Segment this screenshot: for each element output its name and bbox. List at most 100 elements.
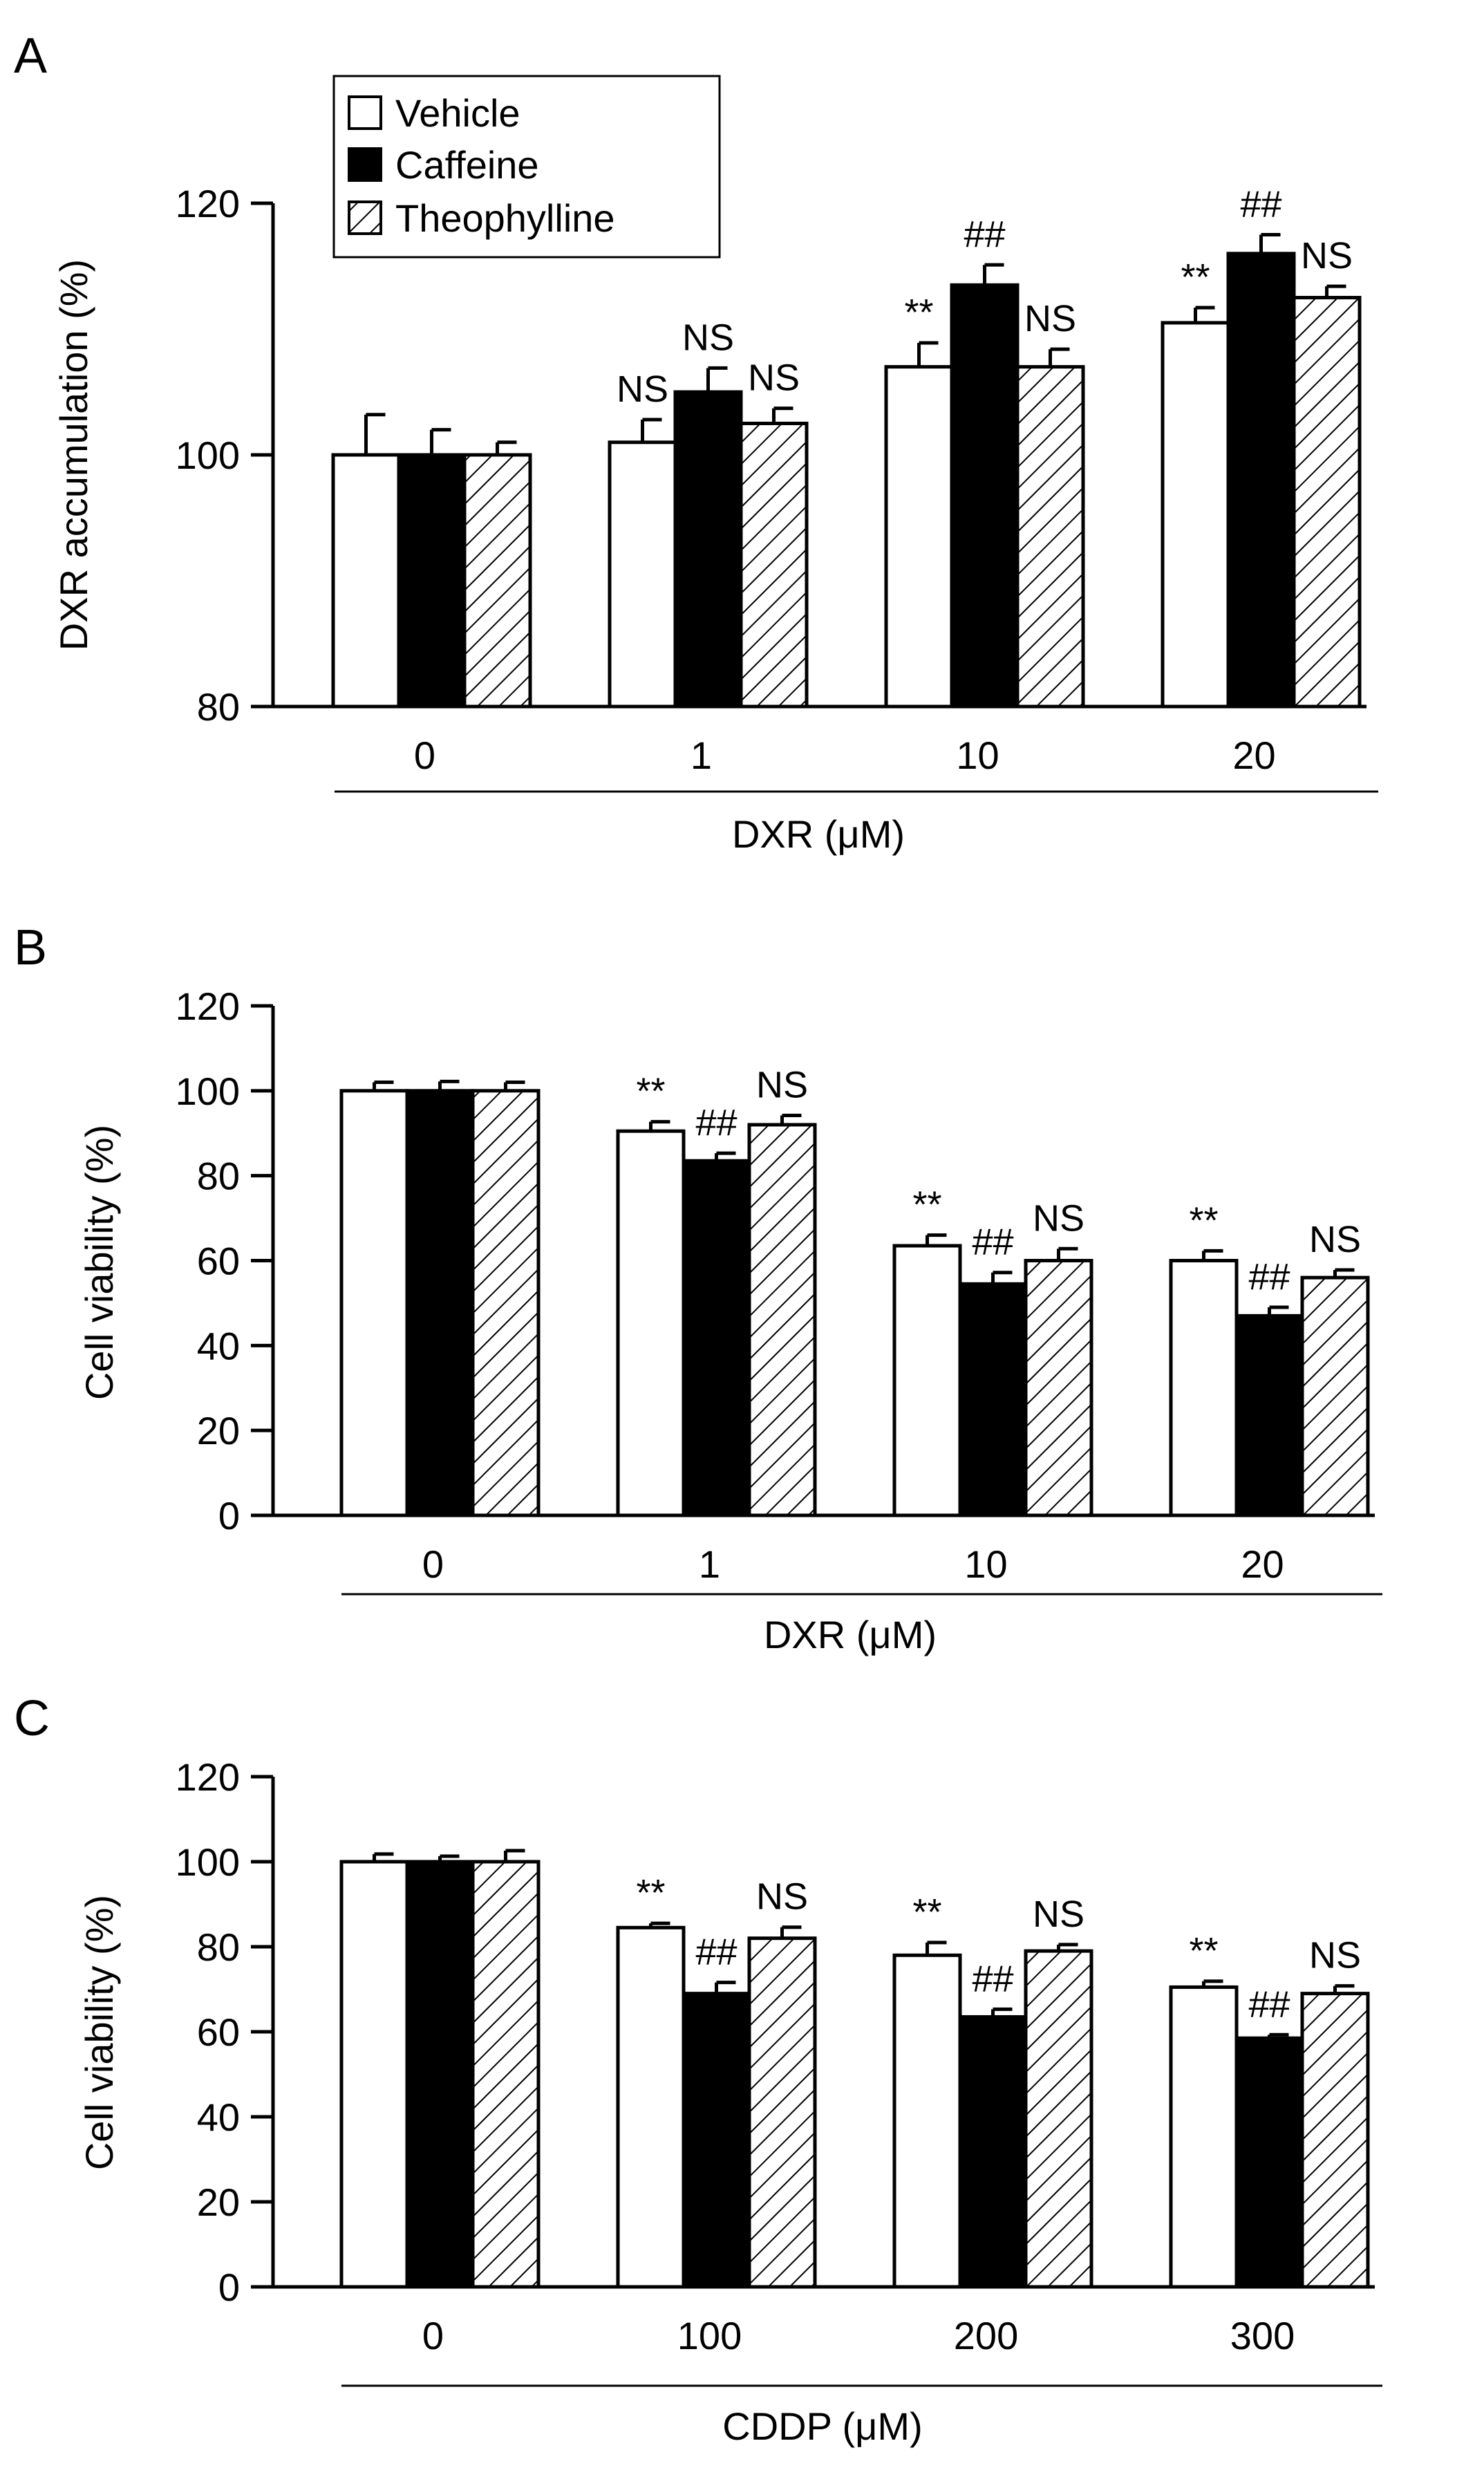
- y-tick-label: 20: [197, 1409, 240, 1452]
- significance-label: ##: [1240, 184, 1281, 225]
- bar-theophylline: [747, 1123, 817, 1517]
- y-tick-label: 40: [197, 2095, 240, 2139]
- x-tick-label: 0: [422, 2314, 444, 2357]
- significance-label: NS: [1033, 1197, 1084, 1239]
- bar-caffeine: [958, 1282, 1028, 1517]
- y-tick-label: 0: [218, 1494, 240, 1537]
- x-tick-label: 20: [1232, 733, 1275, 777]
- bar-vehicle: [884, 365, 954, 709]
- x-axis-title: DXR (μM): [732, 812, 905, 856]
- legend-label-vehicle: Vehicle: [395, 91, 520, 135]
- legend-label-theophylline: Theophylline: [395, 196, 615, 240]
- bar-theophylline: [471, 1089, 541, 1517]
- x-tick-labels: 0 1 10 20: [335, 733, 1378, 793]
- bar-theophylline: [1300, 1992, 1370, 2289]
- bar-vehicle: [1169, 1985, 1239, 2289]
- significance-label: ##: [1248, 1983, 1290, 2025]
- significance-label: **: [904, 292, 933, 333]
- y-tick-label: 20: [197, 2180, 240, 2224]
- legend: Vehicle Caffeine Theophylline: [332, 75, 721, 259]
- significance-label: NS: [617, 368, 668, 410]
- x-tick-labels: 0 1 10 20: [341, 1542, 1382, 1596]
- bars: ** ## NS ** ## NS ** ## NS: [339, 1064, 1370, 1517]
- y-tick-label: 80: [197, 1925, 240, 1969]
- bars: ** ## NS ** ## NS ** ## NS: [339, 1849, 1370, 2289]
- bar-theophylline: [1292, 296, 1362, 709]
- x-tick-labels: 0 100 200 300: [341, 2314, 1382, 2387]
- y-tick-label: 80: [197, 685, 240, 729]
- y-tick-label: 100: [176, 1069, 240, 1113]
- significance-label: ##: [964, 214, 1005, 255]
- x-tick-label: 1: [699, 1542, 720, 1586]
- bar-caffeine: [405, 1089, 475, 1517]
- panel-a: A DXR accumulation (%) DXR (μM) 80100120…: [14, 28, 1378, 856]
- bar-caffeine: [958, 2014, 1028, 2289]
- bar-theophylline: [739, 422, 809, 709]
- y-tick-label: 120: [176, 984, 240, 1028]
- bar-vehicle: [339, 1860, 409, 2289]
- significance-label: ##: [972, 1222, 1013, 1263]
- panel-letter: C: [14, 1691, 50, 1746]
- significance-label: NS: [1024, 298, 1076, 339]
- bar-caffeine: [405, 1860, 475, 2289]
- bar-caffeine: [682, 1992, 751, 2289]
- bar-theophylline: [1015, 365, 1085, 709]
- legend-swatch-theophylline: [348, 200, 382, 235]
- significance-label: NS: [682, 317, 734, 358]
- bar-vehicle: [616, 1925, 686, 2289]
- significance-label: **: [912, 1891, 941, 1933]
- bar-theophylline: [1300, 1275, 1370, 1517]
- bar-caffeine: [682, 1159, 751, 1517]
- bar-theophylline: [1024, 1949, 1093, 2289]
- significance-label: **: [636, 1071, 665, 1112]
- bar-theophylline: [1024, 1259, 1093, 1517]
- significance-label: NS: [756, 1064, 808, 1105]
- significance-label: ##: [695, 1932, 737, 1973]
- significance-label: **: [912, 1184, 941, 1226]
- x-tick-label: 10: [956, 733, 999, 777]
- x-tick-label: 100: [677, 2314, 742, 2357]
- bar-caffeine: [397, 453, 467, 709]
- bar-vehicle: [616, 1129, 686, 1517]
- panel-letter: A: [14, 28, 47, 84]
- significance-label: **: [1181, 256, 1210, 298]
- significance-label: **: [1189, 1930, 1218, 1972]
- bar-caffeine: [1234, 2036, 1304, 2289]
- y-tick-label: 100: [176, 433, 240, 477]
- bar-theophylline: [462, 453, 532, 709]
- x-tick-label: 300: [1230, 2314, 1295, 2357]
- bar-theophylline: [747, 1936, 817, 2289]
- significance-label: NS: [1309, 1219, 1361, 1260]
- bar-vehicle: [892, 1953, 962, 2289]
- bar-vehicle: [331, 453, 401, 709]
- y-tick-label: 60: [197, 2010, 240, 2054]
- y-axis-title: Cell viability (%): [77, 1895, 121, 2170]
- bar-caffeine: [1226, 252, 1296, 709]
- x-tick-label: 1: [691, 733, 712, 777]
- legend-label-caffeine: Caffeine: [395, 143, 539, 187]
- y-tick-label: 40: [197, 1324, 240, 1367]
- x-tick-label: 20: [1241, 1542, 1284, 1586]
- y-tick-label: 60: [197, 1240, 240, 1283]
- bar-caffeine: [673, 390, 743, 709]
- bar-caffeine: [950, 283, 1020, 709]
- legend-box: [332, 75, 721, 259]
- significance-label: ##: [972, 1958, 1013, 1999]
- significance-label: **: [636, 1872, 665, 1914]
- y-axis-title: Cell viability (%): [77, 1125, 121, 1400]
- y-tick-label: 100: [176, 1840, 240, 1884]
- significance-label: NS: [1309, 1935, 1361, 1976]
- y-tick-label: 120: [176, 182, 240, 225]
- x-axis-title: CDDP (μM): [722, 2404, 922, 2448]
- bar-caffeine: [1234, 1314, 1304, 1517]
- x-tick-label: 0: [414, 733, 435, 777]
- bars: NS NS NS ** ## NS ** ## NS: [331, 184, 1362, 709]
- significance-label: **: [1189, 1199, 1218, 1241]
- significance-label: NS: [1301, 235, 1353, 277]
- y-tick-label: 120: [176, 1755, 240, 1799]
- legend-swatch-vehicle: [348, 95, 382, 130]
- bar-vehicle: [1161, 321, 1230, 709]
- panel-letter: B: [14, 920, 47, 975]
- bar-vehicle: [1169, 1259, 1239, 1517]
